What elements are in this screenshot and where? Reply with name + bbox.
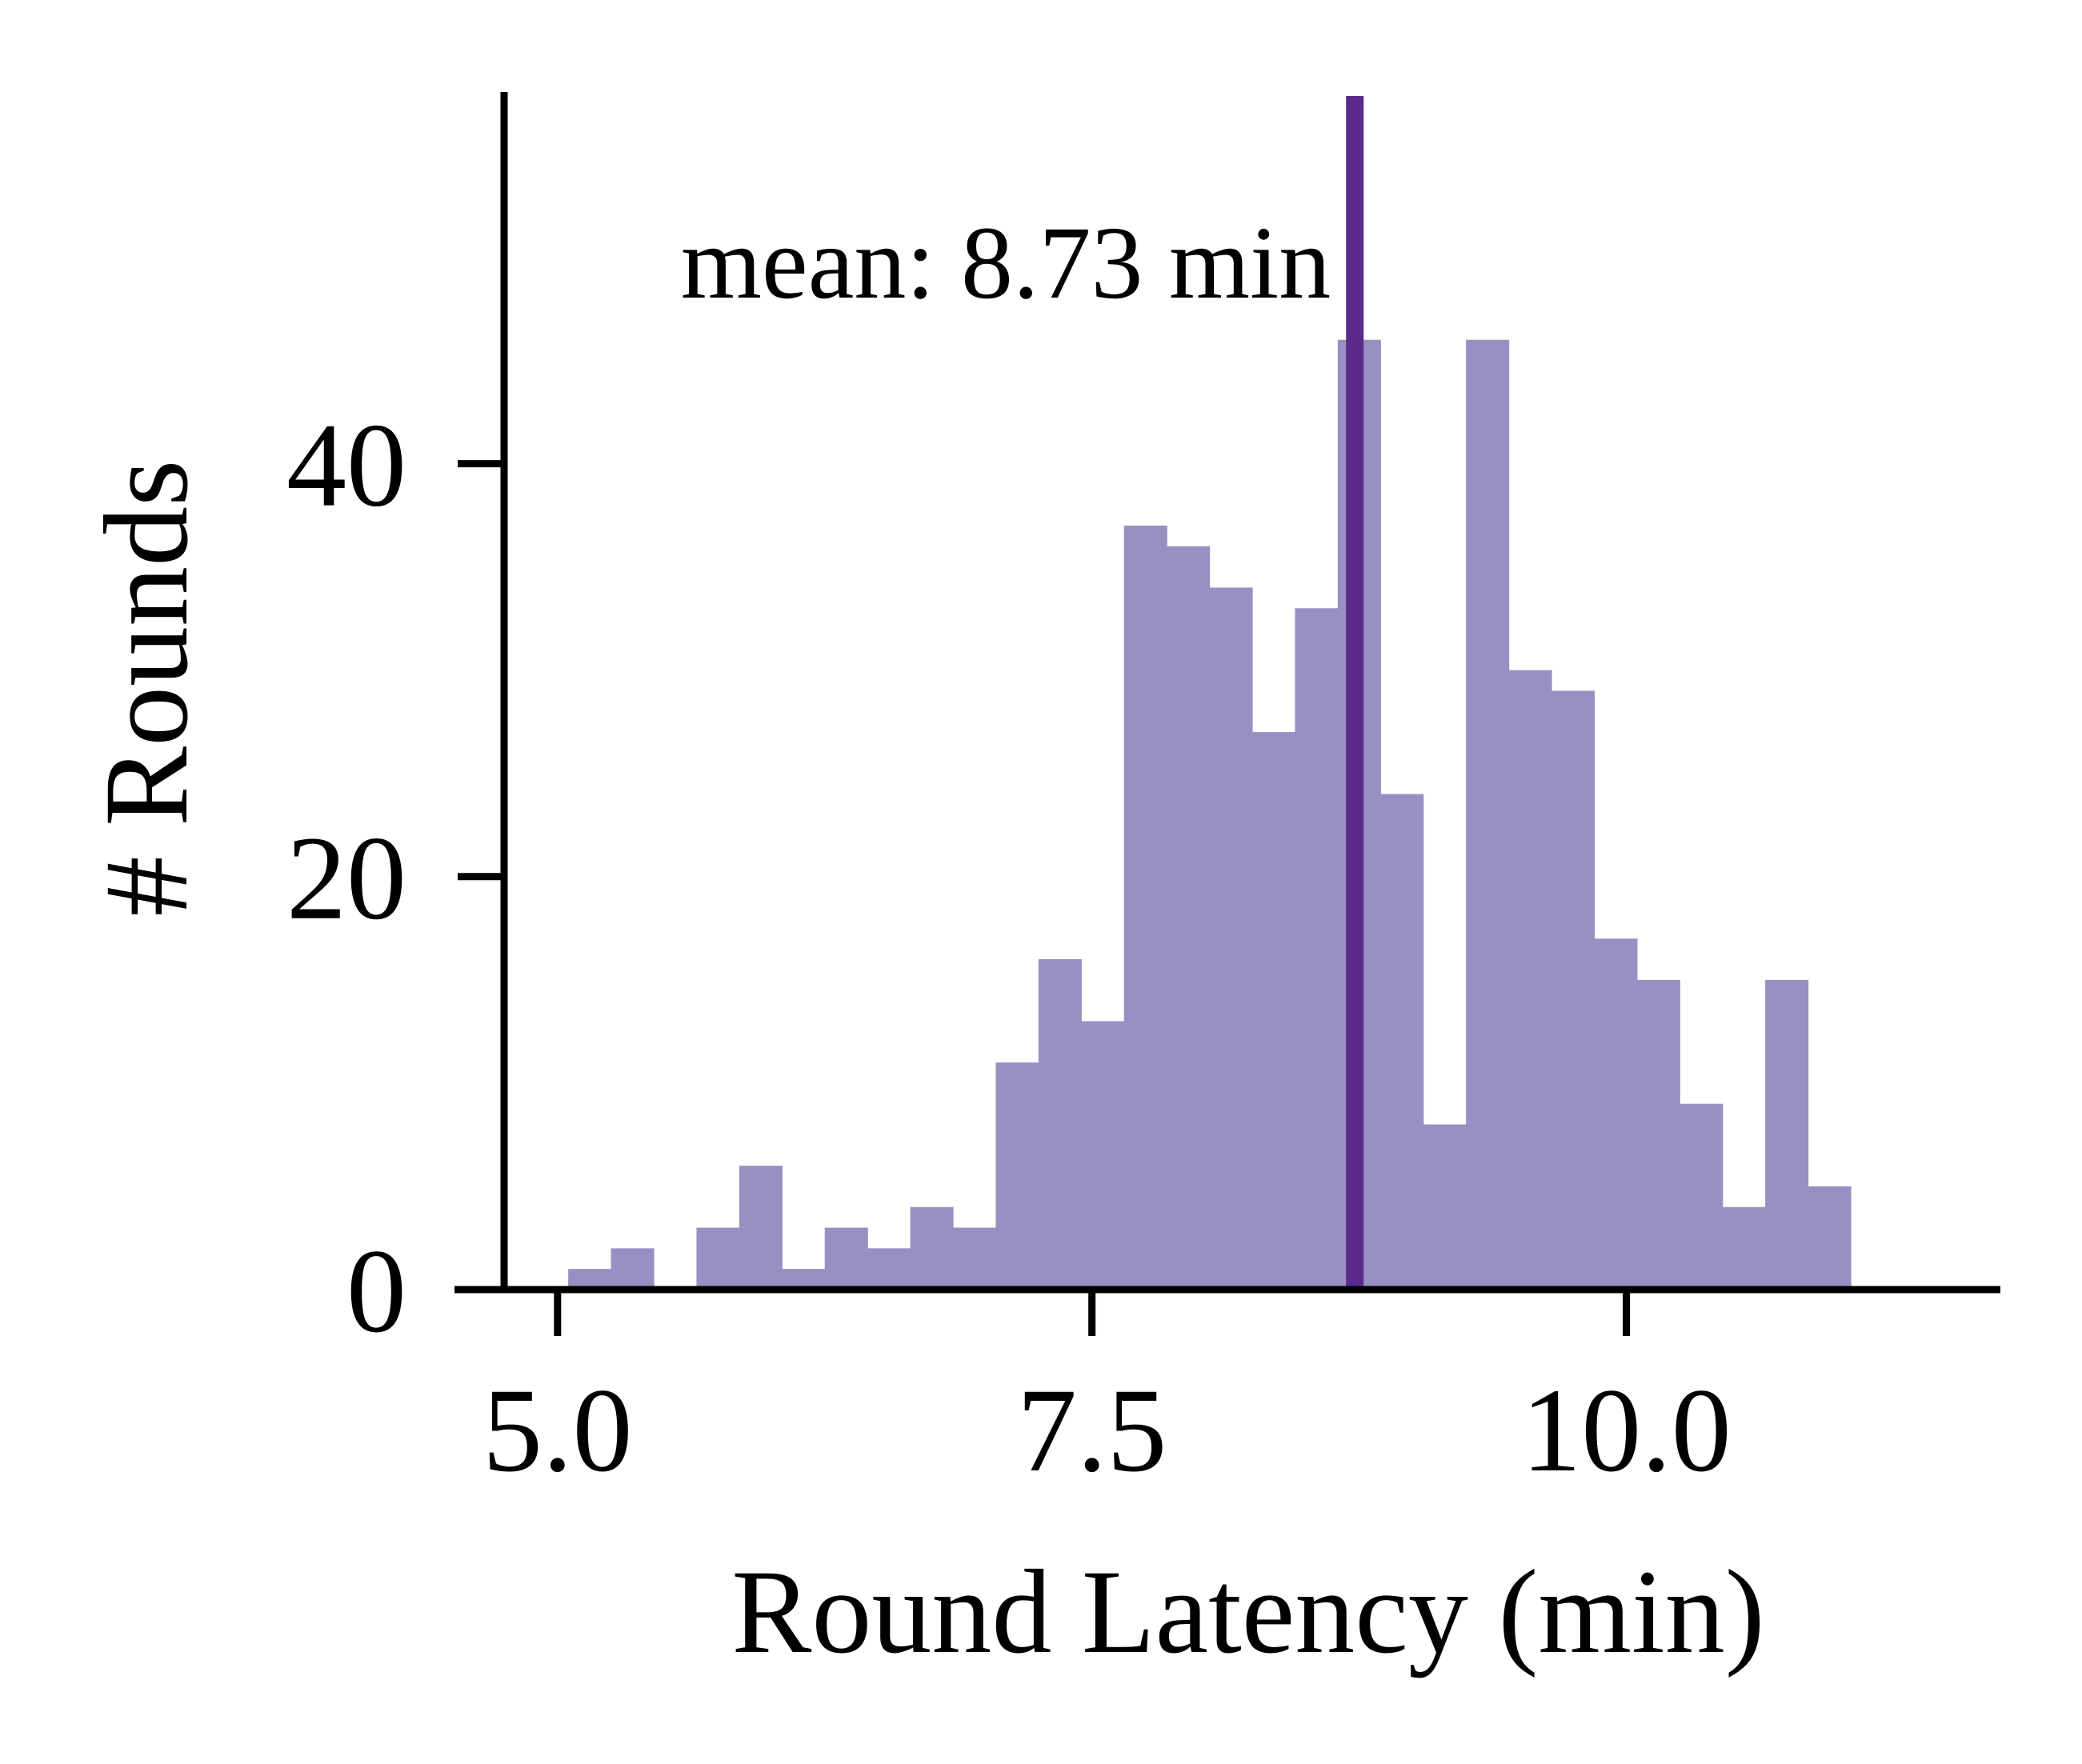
histogram-bar [1466,339,1510,1290]
histogram-bar [1209,587,1253,1290]
histogram-bar [1680,1103,1724,1290]
histogram-bar [1295,608,1339,1290]
x-axis-ticks: 5.0 7.5 10.0 [482,1290,1732,1497]
histogram-bar [953,1227,997,1290]
histogram-bar [1808,1186,1852,1290]
histogram-bar [1508,670,1552,1290]
y-axis-title: # Rounds [80,460,213,917]
x-tick-label: 10.0 [1521,1364,1732,1497]
histogram-bar [1765,979,1809,1290]
histogram-bar [867,1248,911,1290]
y-tick-label: 0 [346,1225,406,1358]
histogram-bar [1423,1124,1467,1290]
histogram-bar [1167,546,1211,1290]
x-axis-title: Round Latency (min) [731,1546,1764,1678]
histogram-bar [739,1166,783,1290]
histogram-bar [1252,732,1296,1290]
histogram-bar [696,1227,740,1290]
histogram-bar [824,1227,868,1290]
histogram-bar [611,1248,655,1290]
x-tick-label: 7.5 [1017,1364,1167,1497]
histogram-bar [995,1062,1039,1290]
histogram-bars [568,339,1852,1290]
x-tick-label: 5.0 [482,1364,633,1497]
histogram-bar [910,1206,954,1290]
histogram-bar [1380,794,1424,1290]
histogram-bar [1551,690,1596,1290]
mean-annotation: mean: 8.73 min [681,206,1331,321]
histogram-bar [1722,1206,1766,1290]
histogram-bar [1081,1021,1125,1290]
histogram-bar [1038,959,1082,1290]
y-axis-ticks: 0 20 40 [286,399,504,1358]
histogram-bar [1594,938,1638,1290]
histogram-bar [1636,979,1680,1290]
y-tick-label: 20 [286,812,406,945]
y-tick-label: 40 [286,399,406,532]
histogram-bar [1123,526,1167,1290]
